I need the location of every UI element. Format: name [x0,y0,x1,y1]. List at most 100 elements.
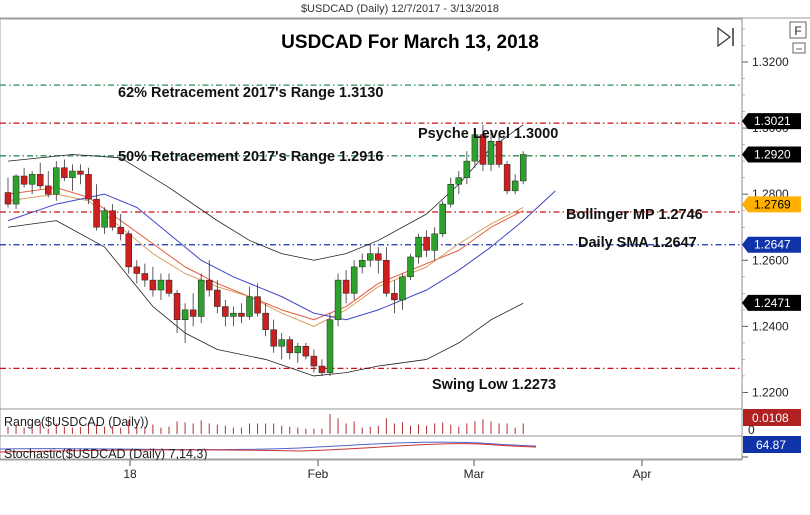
candle-body [334,279,342,321]
candle-body [302,345,310,357]
annotation-swing-low: Swing Low 1.2273 [432,377,556,393]
candle-body [173,293,181,321]
price-tag-label: 1.2471 [754,296,791,310]
svg-text:0.0108: 0.0108 [752,411,789,425]
candle-body [222,306,229,317]
price-tag: 1.2471 [742,294,801,311]
candle-body [415,236,422,258]
candle-body [270,329,277,347]
candle-body [4,192,12,205]
candle-body [246,296,253,317]
horizontal-levels [0,84,742,369]
panel-resize-button[interactable] [792,42,806,54]
price-tag-box [742,146,801,163]
annotation-50-retracement: 50% Retracement 2017's Range 1.2916 [118,149,383,165]
candle-body [85,174,92,200]
candle-body [455,177,463,185]
chart-header-title: $USDCAD (Daily) 12/7/2017 - 3/13/2018 [301,3,499,15]
range-value-tag: 0.0108 [743,409,801,426]
candle-body [262,312,269,330]
candle-body [133,266,141,274]
overlay-line [7,220,524,377]
candle-body [487,141,495,165]
annotation-psyche-level: Psyche Level 1.3000 [418,126,558,142]
annotation-daily-sma: Daily SMA 1.2647 [578,235,697,251]
stochastic-line-d [0,443,537,453]
candle-body [511,180,519,192]
main-plot-frame [0,18,743,410]
candle-body [519,154,527,182]
candle-body [69,170,76,178]
candle-body [399,276,406,301]
candle-body [165,279,173,294]
candle-body [20,175,28,185]
candle-body [93,198,100,228]
candle-body [149,279,157,291]
price-tag-box [742,196,801,213]
stochastic-value-tag: 64.87 [743,436,801,453]
candle-body [358,260,366,268]
candle-body [439,203,446,235]
range-panel-frame [0,408,743,437]
price-tag-label: 1.2769 [754,197,791,211]
candle-body [214,289,221,307]
candle-body [206,279,213,291]
candle-body [117,226,124,235]
x-tick-label: Apr [633,467,652,481]
candle-body [479,134,487,165]
candle-body [157,279,165,291]
candle-body [407,256,414,278]
candle-body [45,185,52,195]
price-tag: 1.2920 [742,146,801,163]
candle-body [294,345,302,354]
price-tag: 1.2769 [742,196,801,213]
candle-body [189,309,197,317]
candle-body [310,355,318,367]
range-bars [7,414,524,434]
price-tags: 1.3021 1.2920 1.2769 1.2647 1.2471 [742,113,801,311]
candle-body [286,339,293,354]
candle-body [431,233,438,251]
annotation-62-retracement: 62% Retracement 2017's Range 1.3130 [118,85,383,101]
candle-body [197,279,205,317]
candle-body [61,167,68,178]
x-tick-label: 18 [123,467,137,481]
candle-body [383,260,390,294]
candle-body [463,160,471,178]
svg-text:F: F [794,24,801,38]
play-to-end-icon[interactable] [717,26,734,48]
f-button[interactable]: F [789,21,807,39]
candle-body [367,253,374,261]
chart-title: USDCAD For March 13, 2018 [281,32,539,53]
price-tag-label: 1.2647 [754,238,791,252]
svg-text:64.87: 64.87 [756,438,786,452]
price-tag-label: 1.2920 [754,148,791,162]
candle-body [125,233,132,268]
candle-body [12,175,20,205]
candle-body [495,141,503,165]
y-tick-label: 1.2200 [752,385,789,399]
candle-body [53,167,60,195]
candle-body [503,164,511,192]
range-axis-zero: 0 [748,423,755,437]
candle-body [391,293,398,301]
y-tick-label: 1.2600 [752,253,789,267]
candle-body [36,174,44,187]
price-tag: 1.2647 [742,236,801,253]
candle-body [141,273,149,281]
x-axis-ticks: 18 Feb Mar Apr [123,460,651,481]
candle-body [278,339,285,347]
candle-body [471,134,479,162]
candle-body [318,365,326,373]
candle-body [181,309,189,321]
candle-body [375,253,382,261]
stochastic-panel-label: Stochastic($USDCAD (Daily) 7,14,3) [4,447,208,461]
y-tick-label: 1.2400 [752,319,789,333]
annotation-bollinger-mp: Bollinger MP 1.2746 [566,207,703,223]
x-tick-label: Mar [464,467,485,481]
candle-body [109,210,116,228]
candle-body [28,174,36,185]
candle-body [77,170,84,175]
